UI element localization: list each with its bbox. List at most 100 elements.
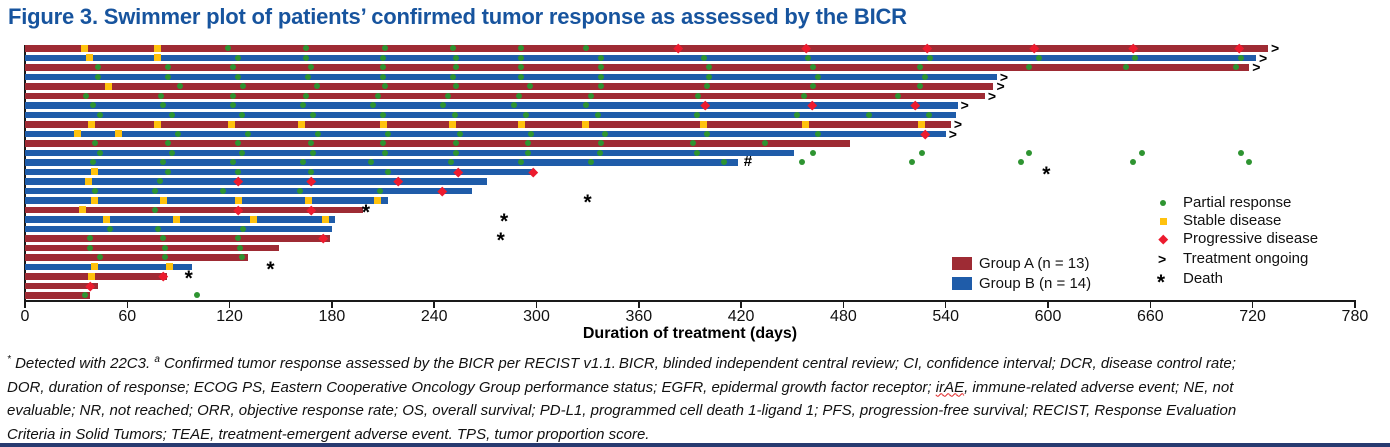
partial-response-marker (705, 64, 712, 71)
stable-disease-marker (449, 120, 457, 128)
stable-disease-marker (87, 120, 95, 128)
patient-bar (25, 149, 794, 156)
x-axis-tick (740, 301, 742, 308)
partial-response-marker (1237, 54, 1244, 61)
stable-disease-marker (154, 44, 162, 52)
partial-response-marker (453, 64, 460, 71)
partial-response-marker-post-treatment (194, 292, 201, 299)
x-axis-tick (126, 301, 129, 308)
footnote-text: Criteria in Solid Tumors; TEAE, treatmen… (7, 425, 650, 443)
death-asterisk: * (184, 267, 193, 291)
death-asterisk: * (496, 229, 505, 253)
partial-response-marker (690, 140, 697, 147)
patient-bar (25, 140, 851, 147)
partial-response-marker (168, 149, 175, 156)
y-axis-line (24, 45, 26, 300)
footnote-text: Detected with 22C3. (10, 355, 155, 372)
group-legend-label: Group B (n = 14) (979, 275, 1092, 292)
stable-disease-marker (115, 130, 123, 138)
patient-bar (25, 235, 331, 242)
partial-response-marker (381, 45, 388, 52)
group-b-swatch (952, 277, 972, 290)
death-asterisk: * (266, 257, 275, 281)
partial-response-marker (90, 159, 97, 166)
partial-response-marker (86, 235, 93, 242)
partial-response-marker (299, 159, 306, 166)
patient-bar (25, 83, 994, 90)
patient-bar (25, 92, 985, 99)
partial-response-marker (456, 130, 463, 137)
partial-response-marker (518, 45, 525, 52)
partial-response-marker (95, 73, 102, 80)
partial-response-marker (814, 73, 821, 80)
stable-disease-marker (700, 120, 708, 128)
partial-response-marker (704, 83, 710, 90)
partial-response-marker (235, 168, 242, 175)
partial-response-marker (160, 235, 167, 242)
x-axis-tick (1251, 301, 1254, 308)
partial-response-marker (95, 64, 102, 71)
treatment-ongoing-arrow: > (999, 68, 1009, 85)
progressive-disease-marker-legend (1158, 234, 1168, 244)
stable-disease-marker (304, 196, 312, 204)
stable-disease-marker (81, 44, 89, 52)
partial-response-marker (369, 102, 376, 109)
patient-bar (25, 206, 363, 213)
partial-response-marker (598, 140, 605, 147)
x-axis-tick-label: 420 (727, 308, 755, 325)
x-axis-tick-label: 300 (523, 308, 550, 325)
partial-response-marker (156, 178, 163, 185)
patient-bar (25, 282, 99, 289)
partial-response-marker (151, 187, 158, 194)
patient-bar (25, 73, 997, 80)
x-axis-tick-label: 240 (420, 308, 448, 325)
partial-response-marker (449, 45, 456, 52)
patient-bar (25, 263, 193, 270)
partial-response-marker (1123, 64, 1130, 71)
partial-response-marker (801, 92, 808, 99)
partial-response-marker (453, 140, 460, 147)
partial-response-marker (518, 73, 525, 80)
partial-response-marker (705, 73, 712, 80)
stable-disease-marker (87, 272, 95, 280)
footnote-text: irAE (935, 378, 965, 396)
marker-legend-label: Progressive disease (1183, 230, 1319, 247)
patient-bar (25, 111, 956, 118)
stable-disease-marker (173, 215, 181, 223)
partial-response-marker (374, 92, 381, 99)
partial-response-marker (448, 159, 455, 166)
partial-response-marker (598, 54, 605, 61)
partial-response-marker (794, 111, 801, 118)
stable-disease-marker (582, 120, 590, 128)
stable-disease-marker (249, 215, 257, 223)
treatment-ongoing-arrow: > (1259, 49, 1268, 66)
patient-bar (25, 54, 1256, 61)
stable-disease-marker (227, 120, 235, 128)
partial-response-marker (308, 140, 315, 147)
partial-response-marker (695, 92, 702, 99)
partial-response-marker (596, 149, 603, 156)
partial-response-marker (814, 130, 821, 137)
stable-disease-marker (86, 54, 94, 62)
treatment-ongoing-legend-glyph: > (1158, 251, 1167, 267)
patient-bar (25, 159, 738, 166)
partial-response-marker (90, 102, 97, 109)
x-axis-tick-label: 180 (318, 308, 346, 325)
stable-disease-marker (379, 120, 387, 128)
partial-response-marker (1026, 64, 1033, 71)
partial-response-marker (238, 111, 245, 118)
partial-response-marker (865, 111, 872, 118)
partial-response-marker (235, 235, 242, 242)
stable-disease-marker (84, 177, 92, 185)
treatment-ongoing-arrow: > (960, 97, 969, 114)
partial-response-marker (219, 187, 226, 194)
partial-response-marker (238, 149, 245, 156)
partial-response-marker (526, 83, 533, 90)
x-axis-tick (535, 301, 538, 308)
partial-response-marker (158, 92, 165, 99)
partial-response-marker (230, 92, 236, 99)
partial-response-marker (154, 225, 161, 232)
treatment-ongoing-arrow: > (948, 125, 957, 142)
partial-response-marker (917, 64, 924, 71)
partial-response-marker-post-treatment (1017, 159, 1024, 166)
